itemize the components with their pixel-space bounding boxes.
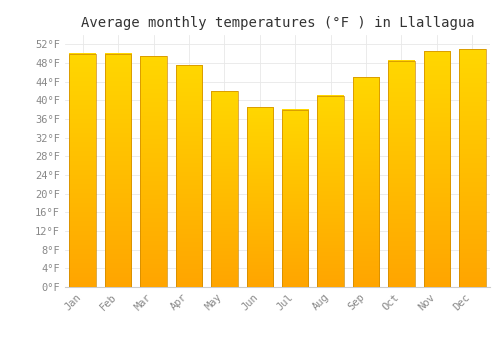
Bar — [318, 96, 344, 287]
Bar — [246, 107, 273, 287]
Title: Average monthly temperatures (°F ) in Llallagua: Average monthly temperatures (°F ) in Ll… — [80, 16, 474, 30]
Bar — [176, 65, 202, 287]
Bar — [140, 56, 167, 287]
Bar — [353, 77, 380, 287]
Bar — [459, 49, 485, 287]
Bar — [70, 54, 96, 287]
Bar — [424, 51, 450, 287]
Bar — [211, 91, 238, 287]
Bar — [105, 54, 132, 287]
Bar — [388, 61, 414, 287]
Bar — [282, 110, 308, 287]
